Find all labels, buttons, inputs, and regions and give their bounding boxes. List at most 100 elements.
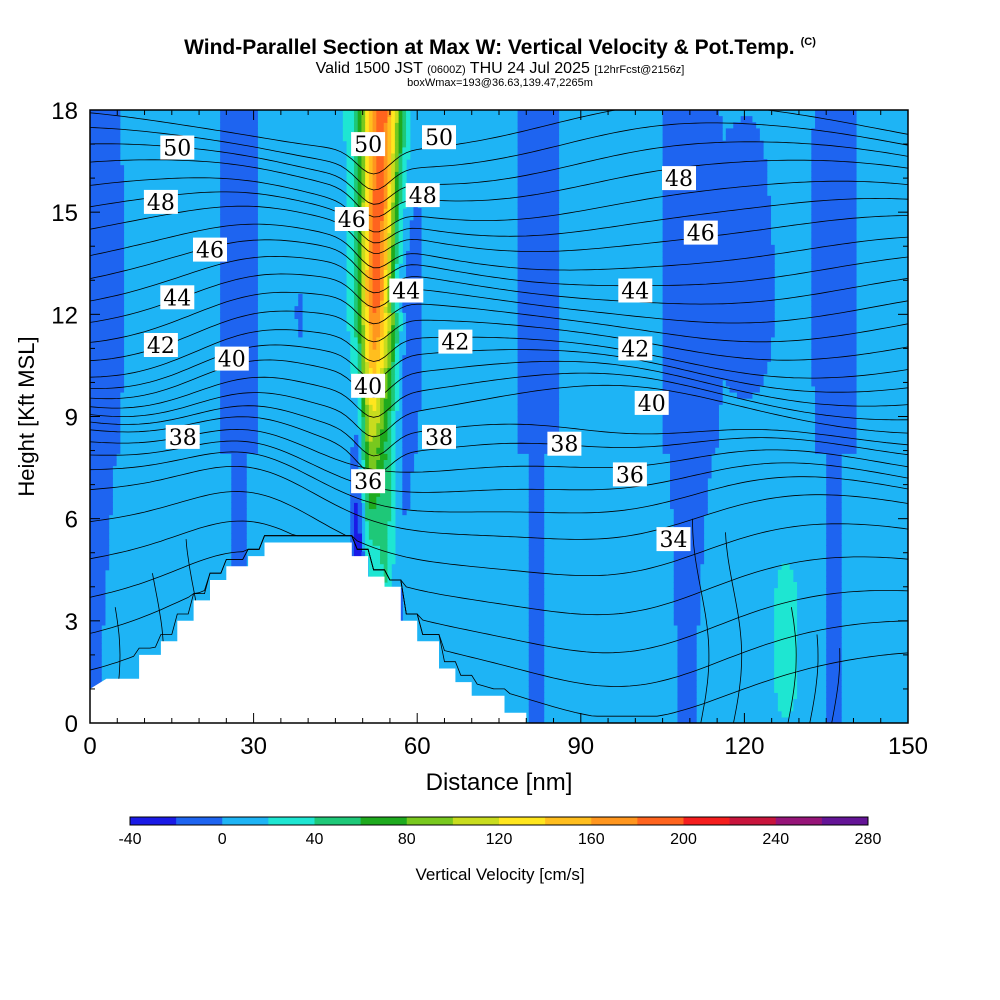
colorbar-swatch bbox=[821, 817, 869, 825]
theta-contour-label: 48 bbox=[405, 183, 440, 209]
velocity-cell bbox=[372, 330, 381, 338]
velocity-cell bbox=[826, 459, 842, 467]
theta-contour-label: 48 bbox=[662, 166, 696, 192]
velocity-cell bbox=[361, 183, 366, 191]
contour-label-box bbox=[438, 329, 473, 354]
velocity-cell bbox=[90, 146, 121, 154]
velocity-cell bbox=[402, 428, 418, 436]
velocity-cell bbox=[231, 496, 247, 503]
velocity-cell bbox=[781, 710, 790, 718]
velocity-cell bbox=[677, 710, 697, 718]
velocity-cell bbox=[517, 410, 560, 418]
velocity-cell bbox=[528, 508, 545, 516]
velocity-cell bbox=[372, 201, 385, 209]
theta-contour-line bbox=[90, 255, 908, 305]
velocity-cell bbox=[90, 373, 125, 381]
velocity-cell bbox=[383, 336, 389, 344]
velocity-cell bbox=[387, 208, 392, 215]
colorbar-label: Vertical Velocity [cm/s] bbox=[415, 865, 584, 884]
velocity-cell bbox=[90, 189, 125, 197]
velocity-cell bbox=[365, 532, 370, 540]
velocity-cell bbox=[528, 655, 545, 663]
theta-contour-label: 38 bbox=[547, 431, 582, 458]
velocity-cell bbox=[391, 496, 396, 503]
velocity-cell bbox=[376, 159, 385, 166]
velocity-cell bbox=[402, 355, 422, 362]
velocity-cell bbox=[372, 122, 377, 129]
velocity-cell bbox=[673, 575, 701, 583]
theta-contour-line bbox=[90, 223, 908, 271]
velocity-cell bbox=[391, 269, 396, 277]
velocity-cell bbox=[372, 226, 381, 234]
velocity-cell bbox=[528, 716, 545, 723]
velocity-cell bbox=[90, 453, 117, 461]
velocity-cell bbox=[361, 465, 366, 473]
velocity-cell bbox=[662, 128, 723, 136]
velocity-cell bbox=[517, 379, 560, 387]
velocity-cell bbox=[380, 434, 389, 442]
velocity-cell bbox=[777, 582, 798, 589]
velocity-cell bbox=[517, 263, 560, 270]
theta-contour-line bbox=[90, 329, 908, 379]
velocity-cell bbox=[380, 416, 385, 424]
velocity-cell bbox=[350, 330, 355, 338]
velocity-cell bbox=[662, 404, 719, 411]
velocity-cell bbox=[387, 171, 392, 179]
velocity-cell bbox=[394, 195, 400, 203]
velocity-cell bbox=[220, 410, 258, 418]
velocity-cell bbox=[220, 398, 258, 405]
velocity-cell bbox=[662, 134, 723, 142]
y-tick-label: 6 bbox=[65, 507, 78, 534]
velocity-cell bbox=[662, 165, 768, 172]
y-tick-label: 3 bbox=[65, 609, 78, 636]
theta-contour-label: 44 bbox=[389, 278, 424, 305]
velocity-cell bbox=[361, 250, 366, 258]
velocity-cell bbox=[402, 195, 407, 203]
velocity-cell bbox=[220, 306, 258, 313]
velocity-cell bbox=[383, 189, 389, 197]
velocity-cell bbox=[398, 324, 403, 332]
colorbar-swatch bbox=[360, 817, 408, 825]
velocity-cell bbox=[357, 275, 363, 283]
velocity-cell bbox=[774, 631, 798, 638]
velocity-cell bbox=[383, 287, 389, 295]
velocity-cell bbox=[346, 232, 355, 240]
velocity-cell bbox=[774, 612, 798, 620]
velocity-cell bbox=[517, 324, 560, 332]
velocity-cell bbox=[387, 416, 392, 424]
velocity-cell bbox=[368, 195, 374, 203]
velocity-cell bbox=[677, 649, 697, 657]
velocity-cell bbox=[811, 373, 857, 381]
velocity-cell bbox=[365, 416, 370, 424]
velocity-cell bbox=[394, 189, 400, 197]
velocity-cell bbox=[387, 318, 392, 326]
velocity-cell bbox=[361, 281, 366, 289]
velocity-cell bbox=[528, 563, 545, 571]
velocity-cell bbox=[391, 195, 396, 203]
velocity-cell bbox=[517, 269, 560, 277]
velocity-cell bbox=[90, 110, 121, 117]
theta-contour-line bbox=[692, 518, 710, 723]
velocity-cell bbox=[528, 539, 545, 546]
velocity-cell bbox=[777, 569, 794, 577]
velocity-cell bbox=[826, 631, 842, 638]
velocity-cell bbox=[781, 563, 790, 571]
theta-contour-label: 50 bbox=[160, 135, 195, 162]
contour-label-text: 40 bbox=[638, 392, 666, 417]
velocity-cell bbox=[357, 502, 363, 510]
velocity-cell bbox=[528, 545, 545, 552]
velocity-cell bbox=[777, 575, 794, 583]
contour-label-box bbox=[389, 278, 424, 303]
velocity-cell bbox=[220, 134, 258, 142]
contour-label-text: 50 bbox=[354, 133, 382, 158]
velocity-cell bbox=[350, 539, 355, 546]
velocity-cell bbox=[387, 134, 392, 142]
velocity-cell bbox=[357, 324, 363, 332]
velocity-cell bbox=[368, 349, 381, 356]
velocity-cell bbox=[368, 428, 377, 436]
theta-contour-line bbox=[90, 205, 908, 254]
velocity-cell bbox=[811, 379, 857, 387]
velocity-cell bbox=[387, 342, 392, 350]
velocity-cell bbox=[357, 300, 363, 307]
velocity-cell bbox=[826, 661, 842, 669]
